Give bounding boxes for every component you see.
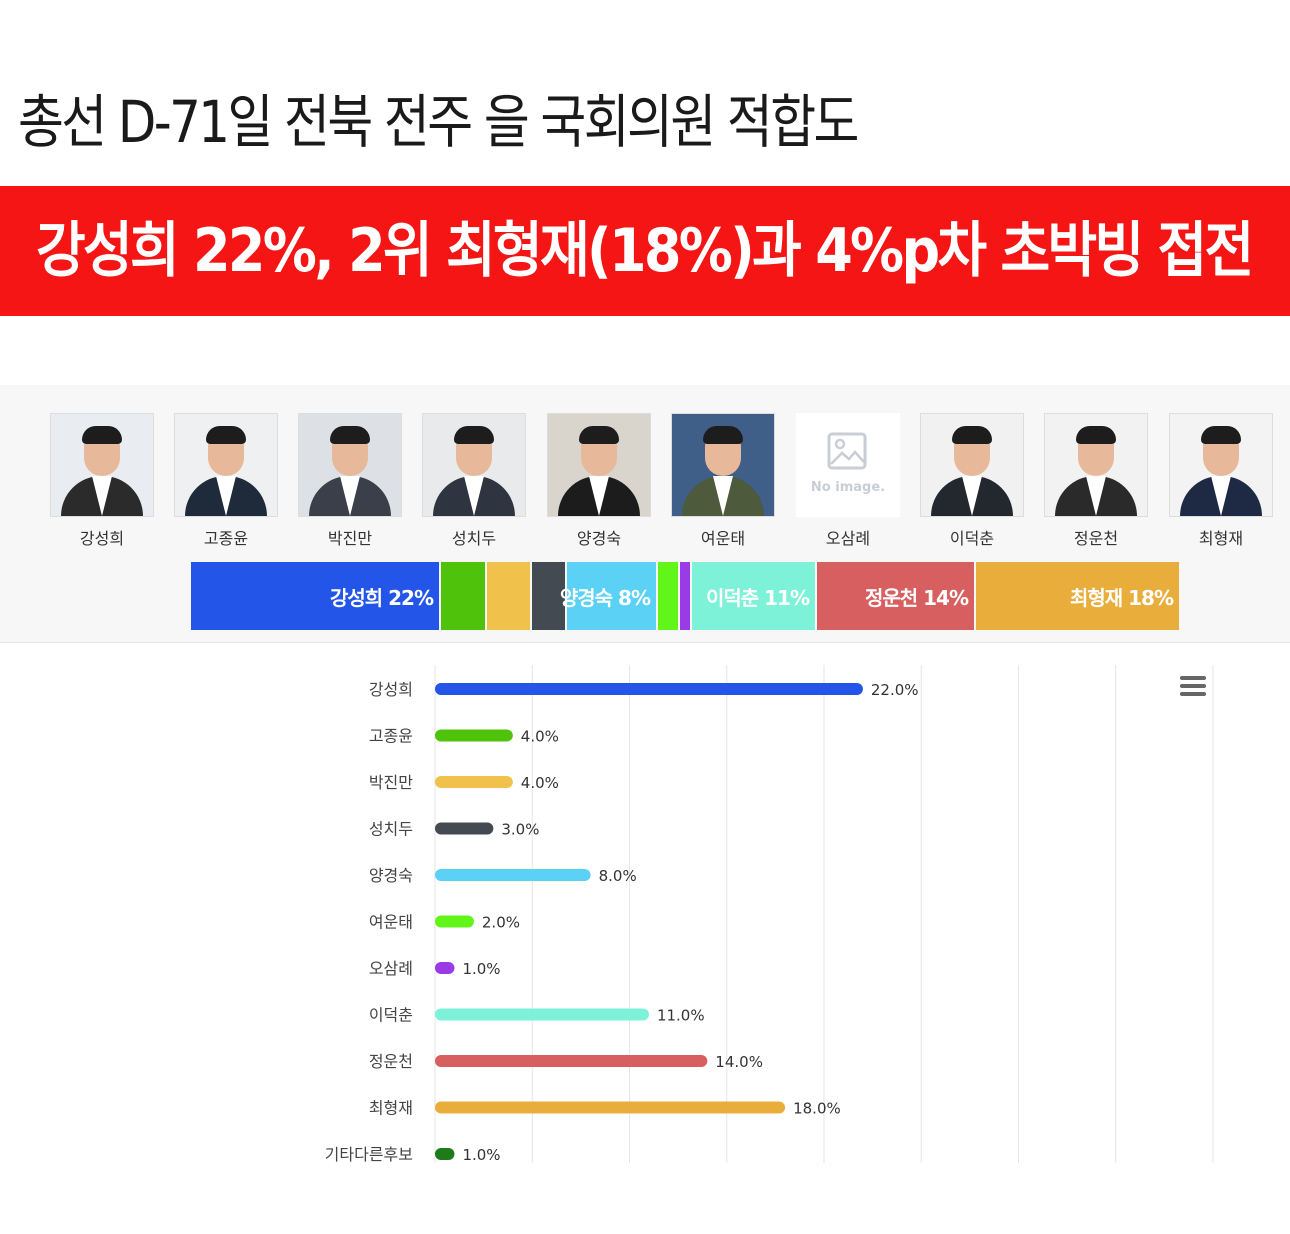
value-label: 3.0% <box>501 821 539 839</box>
bar <box>435 776 513 788</box>
candidate-photo: No image. <box>796 413 900 517</box>
banner-text: 강성희 22%, 2위 최형재(18%)과 4%p차 초박빙 접전 <box>36 216 1254 286</box>
value-label: 4.0% <box>521 728 559 746</box>
stack-segment-label: 이덕춘 11% <box>705 585 810 610</box>
stack-segment: 양경숙 8% <box>560 562 656 630</box>
value-label: 1.0% <box>462 960 500 978</box>
candidate-card: 성치두 <box>422 413 526 549</box>
candidate-card: 양경숙 <box>547 413 651 549</box>
candidate-name: 오삼례 <box>825 529 871 548</box>
candidate-photo <box>1044 413 1148 517</box>
candidate-card: 고종윤 <box>174 413 278 549</box>
candidate-photo <box>422 413 526 517</box>
bar <box>435 962 455 974</box>
category-label: 오삼례 <box>369 959 413 978</box>
category-label: 고종윤 <box>369 727 413 746</box>
candidate-card: 이덕춘 <box>920 413 1024 549</box>
candidate-name: 이덕춘 <box>949 529 995 548</box>
stack-segment: 이덕춘 11% <box>692 562 815 630</box>
bar <box>435 1008 649 1021</box>
stack-segment <box>487 562 530 630</box>
stack-segment-label: 최형재 18% <box>1069 585 1174 610</box>
candidate-name: 여운태 <box>700 529 746 548</box>
candidate-card: 박진만 <box>298 413 402 549</box>
bar <box>435 1055 708 1067</box>
candidate-name: 정운천 <box>1073 529 1119 548</box>
stack-segment-label: 정운천 14% <box>864 585 969 610</box>
candidate-name: 박진만 <box>327 529 373 548</box>
category-label: 정운천 <box>369 1052 413 1071</box>
candidate-name: 성치두 <box>451 529 497 548</box>
stack-segment <box>658 562 678 630</box>
stack-segment <box>680 562 690 630</box>
value-label: 11.0% <box>657 1007 705 1025</box>
bar <box>435 1101 786 1114</box>
bar <box>435 822 494 835</box>
stack-segment <box>532 562 565 630</box>
bar <box>435 683 863 695</box>
stack-segment-label: 강성희 22% <box>329 585 434 610</box>
candidate-photo <box>174 413 278 517</box>
candidate-photo <box>50 413 154 517</box>
headline: 총선 D-71일 전북 전주 을 국회의원 적합도 <box>18 88 859 156</box>
value-label: 8.0% <box>599 867 637 885</box>
stack-segment: 정운천 14% <box>817 562 974 630</box>
stack-segment: 최형재 18% <box>976 562 1179 630</box>
category-label: 기타다른후보 <box>325 1145 413 1164</box>
bar <box>435 869 591 881</box>
candidate-photo <box>1169 413 1273 517</box>
candidate-card: 정운천 <box>1044 413 1148 549</box>
value-label: 22.0% <box>871 681 919 699</box>
value-label: 14.0% <box>715 1053 763 1071</box>
candidate-card: 최형재 <box>1169 413 1273 549</box>
candidate-photo <box>547 413 651 517</box>
chart-menu-icon[interactable] <box>1180 676 1206 698</box>
candidate-name: 고종윤 <box>203 529 249 548</box>
value-label: 18.0% <box>793 1100 841 1118</box>
category-label: 강성희 <box>369 680 413 699</box>
category-label: 이덕춘 <box>369 1006 413 1025</box>
category-label: 여운태 <box>369 913 413 932</box>
stack-segment: 강성희 22% <box>191 562 439 630</box>
candidate-card: 강성희 <box>50 413 154 549</box>
category-label: 최형재 <box>369 1099 413 1118</box>
stack-segment <box>441 562 485 630</box>
value-label: 4.0% <box>521 774 559 792</box>
candidate-name: 양경숙 <box>576 529 622 548</box>
candidate-card: No image. 오삼례 <box>796 413 900 549</box>
no-image-text: No image. <box>810 480 886 495</box>
image-placeholder-icon <box>827 432 867 470</box>
bar <box>435 729 513 742</box>
candidate-photo <box>298 413 402 517</box>
value-label: 1.0% <box>462 1146 500 1164</box>
bar <box>435 1148 455 1160</box>
banner: 강성희 22%, 2위 최형재(18%)과 4%p차 초박빙 접전 <box>0 186 1290 316</box>
value-label: 2.0% <box>482 914 520 932</box>
category-label: 박진만 <box>369 773 413 792</box>
candidate-card: 여운태 <box>671 413 775 549</box>
stacked-share-bar: 강성희 22% 양경숙 8% 이덕춘 11% 정운천 14% 최형재 18% <box>191 562 1181 630</box>
candidate-name: 최형재 <box>1198 529 1244 548</box>
bar <box>435 915 474 928</box>
candidate-photo <box>920 413 1024 517</box>
candidate-photo <box>671 413 775 517</box>
category-label: 양경숙 <box>369 866 413 885</box>
category-label: 성치두 <box>369 820 413 839</box>
candidate-name: 강성희 <box>79 529 125 548</box>
stack-segment-label: 양경숙 8% <box>559 585 651 610</box>
bar-chart: 강성희 22.0% 고종윤 4.0% 박진만 4.0% 성치두 3.0% 양경숙 8.0% 여운태 2… <box>325 665 1214 1164</box>
